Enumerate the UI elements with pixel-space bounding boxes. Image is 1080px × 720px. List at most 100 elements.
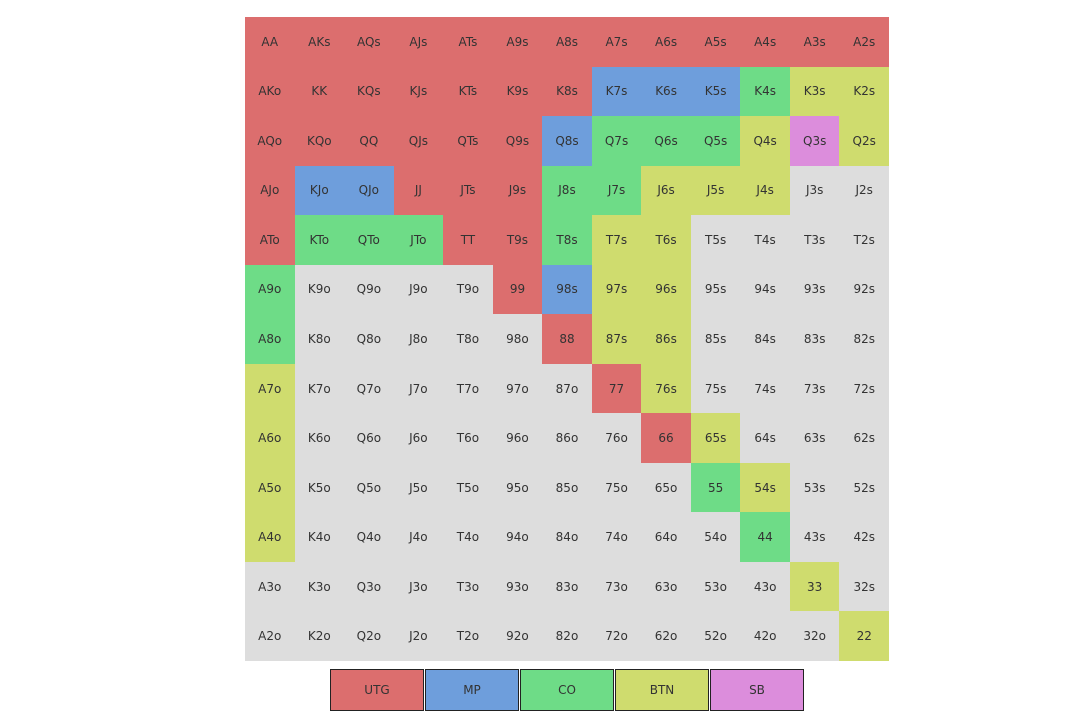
hand-cell-86s: 86s [641, 314, 691, 364]
hand-cell-k9s: K9s [492, 66, 543, 117]
hand-cell-kqs: KQs [344, 66, 394, 117]
hand-cell-q4s: Q4s [740, 116, 790, 166]
hand-cell-84o: 84o [542, 512, 592, 562]
hand-cell-98o: 98o [492, 314, 543, 364]
hand-cell-jts: JTs [443, 165, 493, 216]
hand-cell-62o: 62o [641, 611, 691, 661]
hand-cell-kjo: KJo [294, 165, 345, 216]
hand-cell-q5s: Q5s [690, 116, 741, 166]
hand-cell-ats: ATs [443, 17, 493, 67]
hand-cell-k7s: K7s [591, 66, 642, 117]
hand-cell-74s: 74s [740, 363, 790, 414]
hand-cell-62s: 62s [839, 413, 889, 463]
hand-cell-ajo: AJo [245, 165, 295, 216]
hand-cell-q7s: Q7s [591, 116, 642, 166]
hand-cell-j5s: J5s [690, 165, 741, 216]
hand-cell-52s: 52s [839, 462, 889, 513]
hand-cell-85o: 85o [542, 462, 592, 513]
hand-cell-94o: 94o [492, 512, 543, 562]
hand-cell-j2s: J2s [839, 165, 889, 216]
hand-cell-jj: JJ [393, 165, 444, 216]
hand-cell-43s: 43s [789, 512, 840, 562]
hand-cell-qjs: QJs [393, 116, 444, 166]
hand-cell-j5o: J5o [393, 462, 444, 513]
hand-cell-87o: 87o [542, 363, 592, 414]
hand-cell-j9o: J9o [393, 264, 444, 315]
legend-item-mp: MP [425, 669, 519, 711]
hand-cell-a5o: A5o [245, 462, 295, 513]
hand-cell-t6s: T6s [641, 215, 691, 265]
hand-cell-72s: 72s [839, 363, 889, 414]
hand-cell-65s: 65s [690, 413, 741, 463]
hand-cell-54s: 54s [740, 462, 790, 513]
hand-cell-aa: AA [245, 17, 295, 67]
hand-cell-22: 22 [839, 611, 889, 661]
hand-cell-82o: 82o [542, 611, 592, 661]
hand-cell-tt: TT [443, 215, 493, 265]
hand-cell-ato: ATo [245, 215, 295, 265]
hand-cell-63s: 63s [789, 413, 840, 463]
hand-cell-k6s: K6s [641, 66, 691, 117]
hand-cell-t3s: T3s [789, 215, 840, 265]
hand-cell-52o: 52o [690, 611, 741, 661]
hand-cell-kts: KTs [443, 66, 493, 117]
hand-cell-97s: 97s [591, 264, 642, 315]
hand-cell-54o: 54o [690, 512, 741, 562]
position-legend: UTG MP CO BTN SB [330, 669, 805, 711]
hand-cell-qq: QQ [344, 116, 394, 166]
hand-cell-75s: 75s [690, 363, 741, 414]
hand-cell-83s: 83s [789, 314, 840, 364]
hand-cell-42o: 42o [740, 611, 790, 661]
hand-cell-t4o: T4o [443, 512, 493, 562]
hand-cell-j7s: J7s [591, 165, 642, 216]
hand-cell-kto: KTo [294, 215, 345, 265]
hand-cell-ako: AKo [245, 66, 295, 117]
hand-cell-72o: 72o [591, 611, 642, 661]
hand-cell-t8o: T8o [443, 314, 493, 364]
hand-cell-q6o: Q6o [344, 413, 394, 463]
hand-cell-a7s: A7s [591, 17, 642, 67]
hand-cell-73s: 73s [789, 363, 840, 414]
hand-cell-q3o: Q3o [344, 561, 394, 612]
hand-cell-76s: 76s [641, 363, 691, 414]
hand-cell-k7o: K7o [294, 363, 345, 414]
hand-cell-83o: 83o [542, 561, 592, 612]
hand-cell-44: 44 [740, 512, 790, 562]
hand-cell-j9s: J9s [492, 165, 543, 216]
hand-cell-53s: 53s [789, 462, 840, 513]
hand-cell-k3o: K3o [294, 561, 345, 612]
hand-cell-aqo: AQo [245, 116, 295, 166]
hand-cell-82s: 82s [839, 314, 889, 364]
hand-cell-t2s: T2s [839, 215, 889, 265]
hand-cell-qjo: QJo [344, 165, 394, 216]
hand-cell-j4s: J4s [740, 165, 790, 216]
hand-cell-65o: 65o [641, 462, 691, 513]
legend-item-sb: SB [710, 669, 804, 711]
hand-cell-j6s: J6s [641, 165, 691, 216]
hand-cell-88: 88 [542, 314, 592, 364]
hand-cell-t6o: T6o [443, 413, 493, 463]
hand-cell-64s: 64s [740, 413, 790, 463]
hand-cell-k5o: K5o [294, 462, 345, 513]
hand-cell-66: 66 [641, 413, 691, 463]
hand-cell-q8s: Q8s [542, 116, 592, 166]
hand-cell-j6o: J6o [393, 413, 444, 463]
hand-cell-k8o: K8o [294, 314, 345, 364]
hand-cell-q6s: Q6s [641, 116, 691, 166]
hand-cell-98s: 98s [542, 264, 592, 315]
hand-cell-42s: 42s [839, 512, 889, 562]
hand-cell-a8o: A8o [245, 314, 295, 364]
hand-cell-a2o: A2o [245, 611, 295, 661]
hand-cell-74o: 74o [591, 512, 642, 562]
hand-cell-92o: 92o [492, 611, 543, 661]
hand-cell-j4o: J4o [393, 512, 444, 562]
hand-cell-a7o: A7o [245, 363, 295, 414]
hand-cell-k9o: K9o [294, 264, 345, 315]
hand-range-grid: AA AKs AQs AJs ATs A9s A8s A7s A6s A5s A4s A3s A2s AK… [245, 17, 889, 661]
hand-cell-j8s: J8s [542, 165, 592, 216]
hand-cell-97o: 97o [492, 363, 543, 414]
hand-cell-k5s: K5s [690, 66, 741, 117]
hand-cell-j7o: J7o [393, 363, 444, 414]
hand-cell-95o: 95o [492, 462, 543, 513]
hand-cell-j8o: J8o [393, 314, 444, 364]
